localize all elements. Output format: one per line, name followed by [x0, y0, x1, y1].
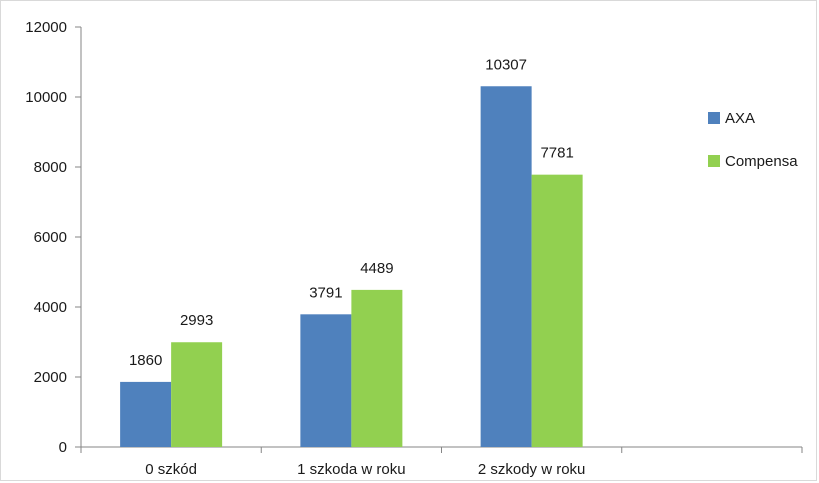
- y-tick-label: 0: [59, 439, 67, 456]
- x-category-label: 2 szkody w roku: [478, 461, 586, 478]
- legend-label-compensa: Compensa: [725, 153, 798, 170]
- x-category-label: 1 szkoda w roku: [297, 461, 405, 478]
- bar-axa: [300, 314, 352, 447]
- y-tick-label: 6000: [34, 229, 67, 246]
- data-label: 1860: [129, 352, 162, 369]
- data-label: 10307: [485, 56, 527, 73]
- data-label: 3791: [309, 284, 342, 301]
- data-label: 4489: [360, 260, 393, 277]
- y-tick-label: 8000: [34, 159, 67, 176]
- y-tick-label: 4000: [34, 299, 67, 316]
- bar-compensa: [171, 342, 223, 447]
- bar-compensa: [531, 174, 583, 448]
- bar-compensa: [351, 289, 403, 447]
- x-category-label: 0 szkód: [145, 461, 197, 478]
- chart-legend: AXA Compensa: [708, 110, 798, 170]
- legend-label-axa: AXA: [725, 110, 755, 127]
- data-label: 7781: [540, 145, 573, 162]
- y-tick-label: 2000: [34, 369, 67, 386]
- chart-labels: 0 szkód 1 szkoda w roku 2 szkody w roku 186…: [129, 56, 585, 478]
- y-tick-label: 10000: [25, 89, 67, 106]
- chart-bars: [120, 86, 583, 448]
- legend-swatch-compensa: [708, 155, 720, 167]
- data-label: 2993: [180, 312, 213, 329]
- bar-axa: [120, 381, 172, 447]
- bar-axa: [480, 86, 532, 447]
- y-tick-label: 12000: [25, 19, 67, 36]
- legend-swatch-axa: [708, 112, 720, 124]
